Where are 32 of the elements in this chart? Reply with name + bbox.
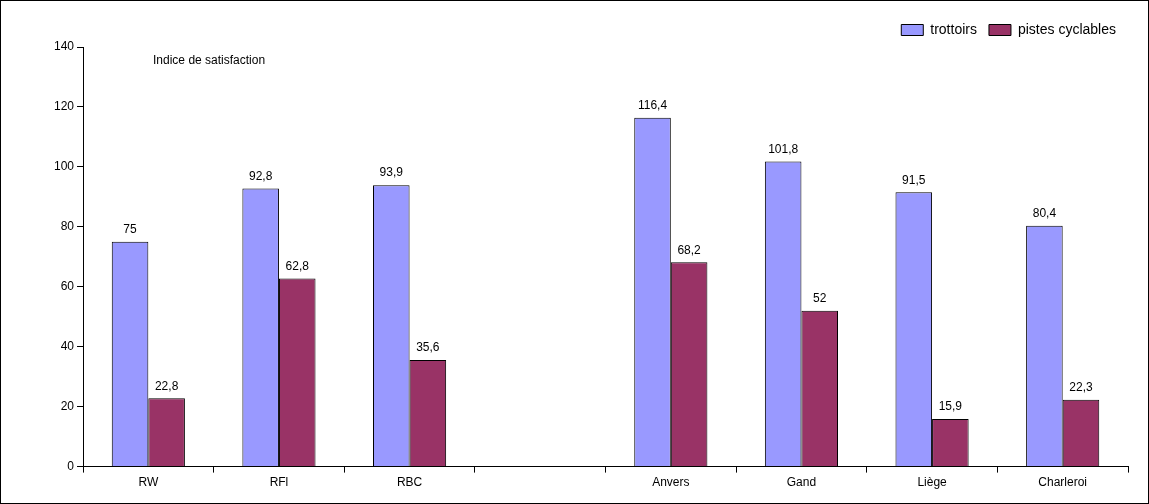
y-tick-label: 120 (53, 99, 75, 114)
y-tick-label: 100 (53, 159, 75, 174)
data-label: 91,5 (902, 172, 926, 187)
y-tick-label: 60 (60, 279, 75, 294)
data-label: 52 (813, 291, 827, 306)
y-tick-label: 0 (67, 458, 75, 473)
annotation: Indice de satisfaction (153, 53, 266, 68)
x-tick-label: Anvers (652, 475, 690, 490)
y-tick-label: 40 (60, 339, 75, 354)
data-label: 15,9 (938, 399, 963, 414)
y-tick-label: 140 (53, 39, 75, 54)
y-tick-label: 20 (60, 398, 75, 413)
data-label: 22,3 (1069, 380, 1093, 395)
x-tick-label: RBC (396, 475, 423, 490)
x-tick-label: Charleroi (1038, 475, 1088, 490)
y-tick-label: 80 (60, 219, 75, 234)
data-label: 116,4 (637, 98, 668, 113)
data-label: 22,8 (154, 378, 179, 393)
data-label: 80,4 (1032, 205, 1057, 220)
data-label: 75 (123, 222, 138, 237)
data-label: 101,8 (768, 141, 799, 156)
legend-label: trottoirs (930, 20, 977, 37)
x-tick-label: Liège (917, 475, 948, 490)
x-tick-label: Gand (786, 475, 817, 490)
data-label: 92,8 (248, 168, 273, 183)
data-label: 93,9 (379, 165, 404, 180)
x-tick-label: RW (138, 475, 159, 490)
x-tick-label: RFl (269, 475, 289, 490)
legend-label: pistes cyclables (1017, 20, 1117, 37)
data-label: 62,8 (285, 258, 310, 273)
data-label: 68,2 (677, 242, 702, 257)
data-label: 35,6 (416, 340, 440, 355)
